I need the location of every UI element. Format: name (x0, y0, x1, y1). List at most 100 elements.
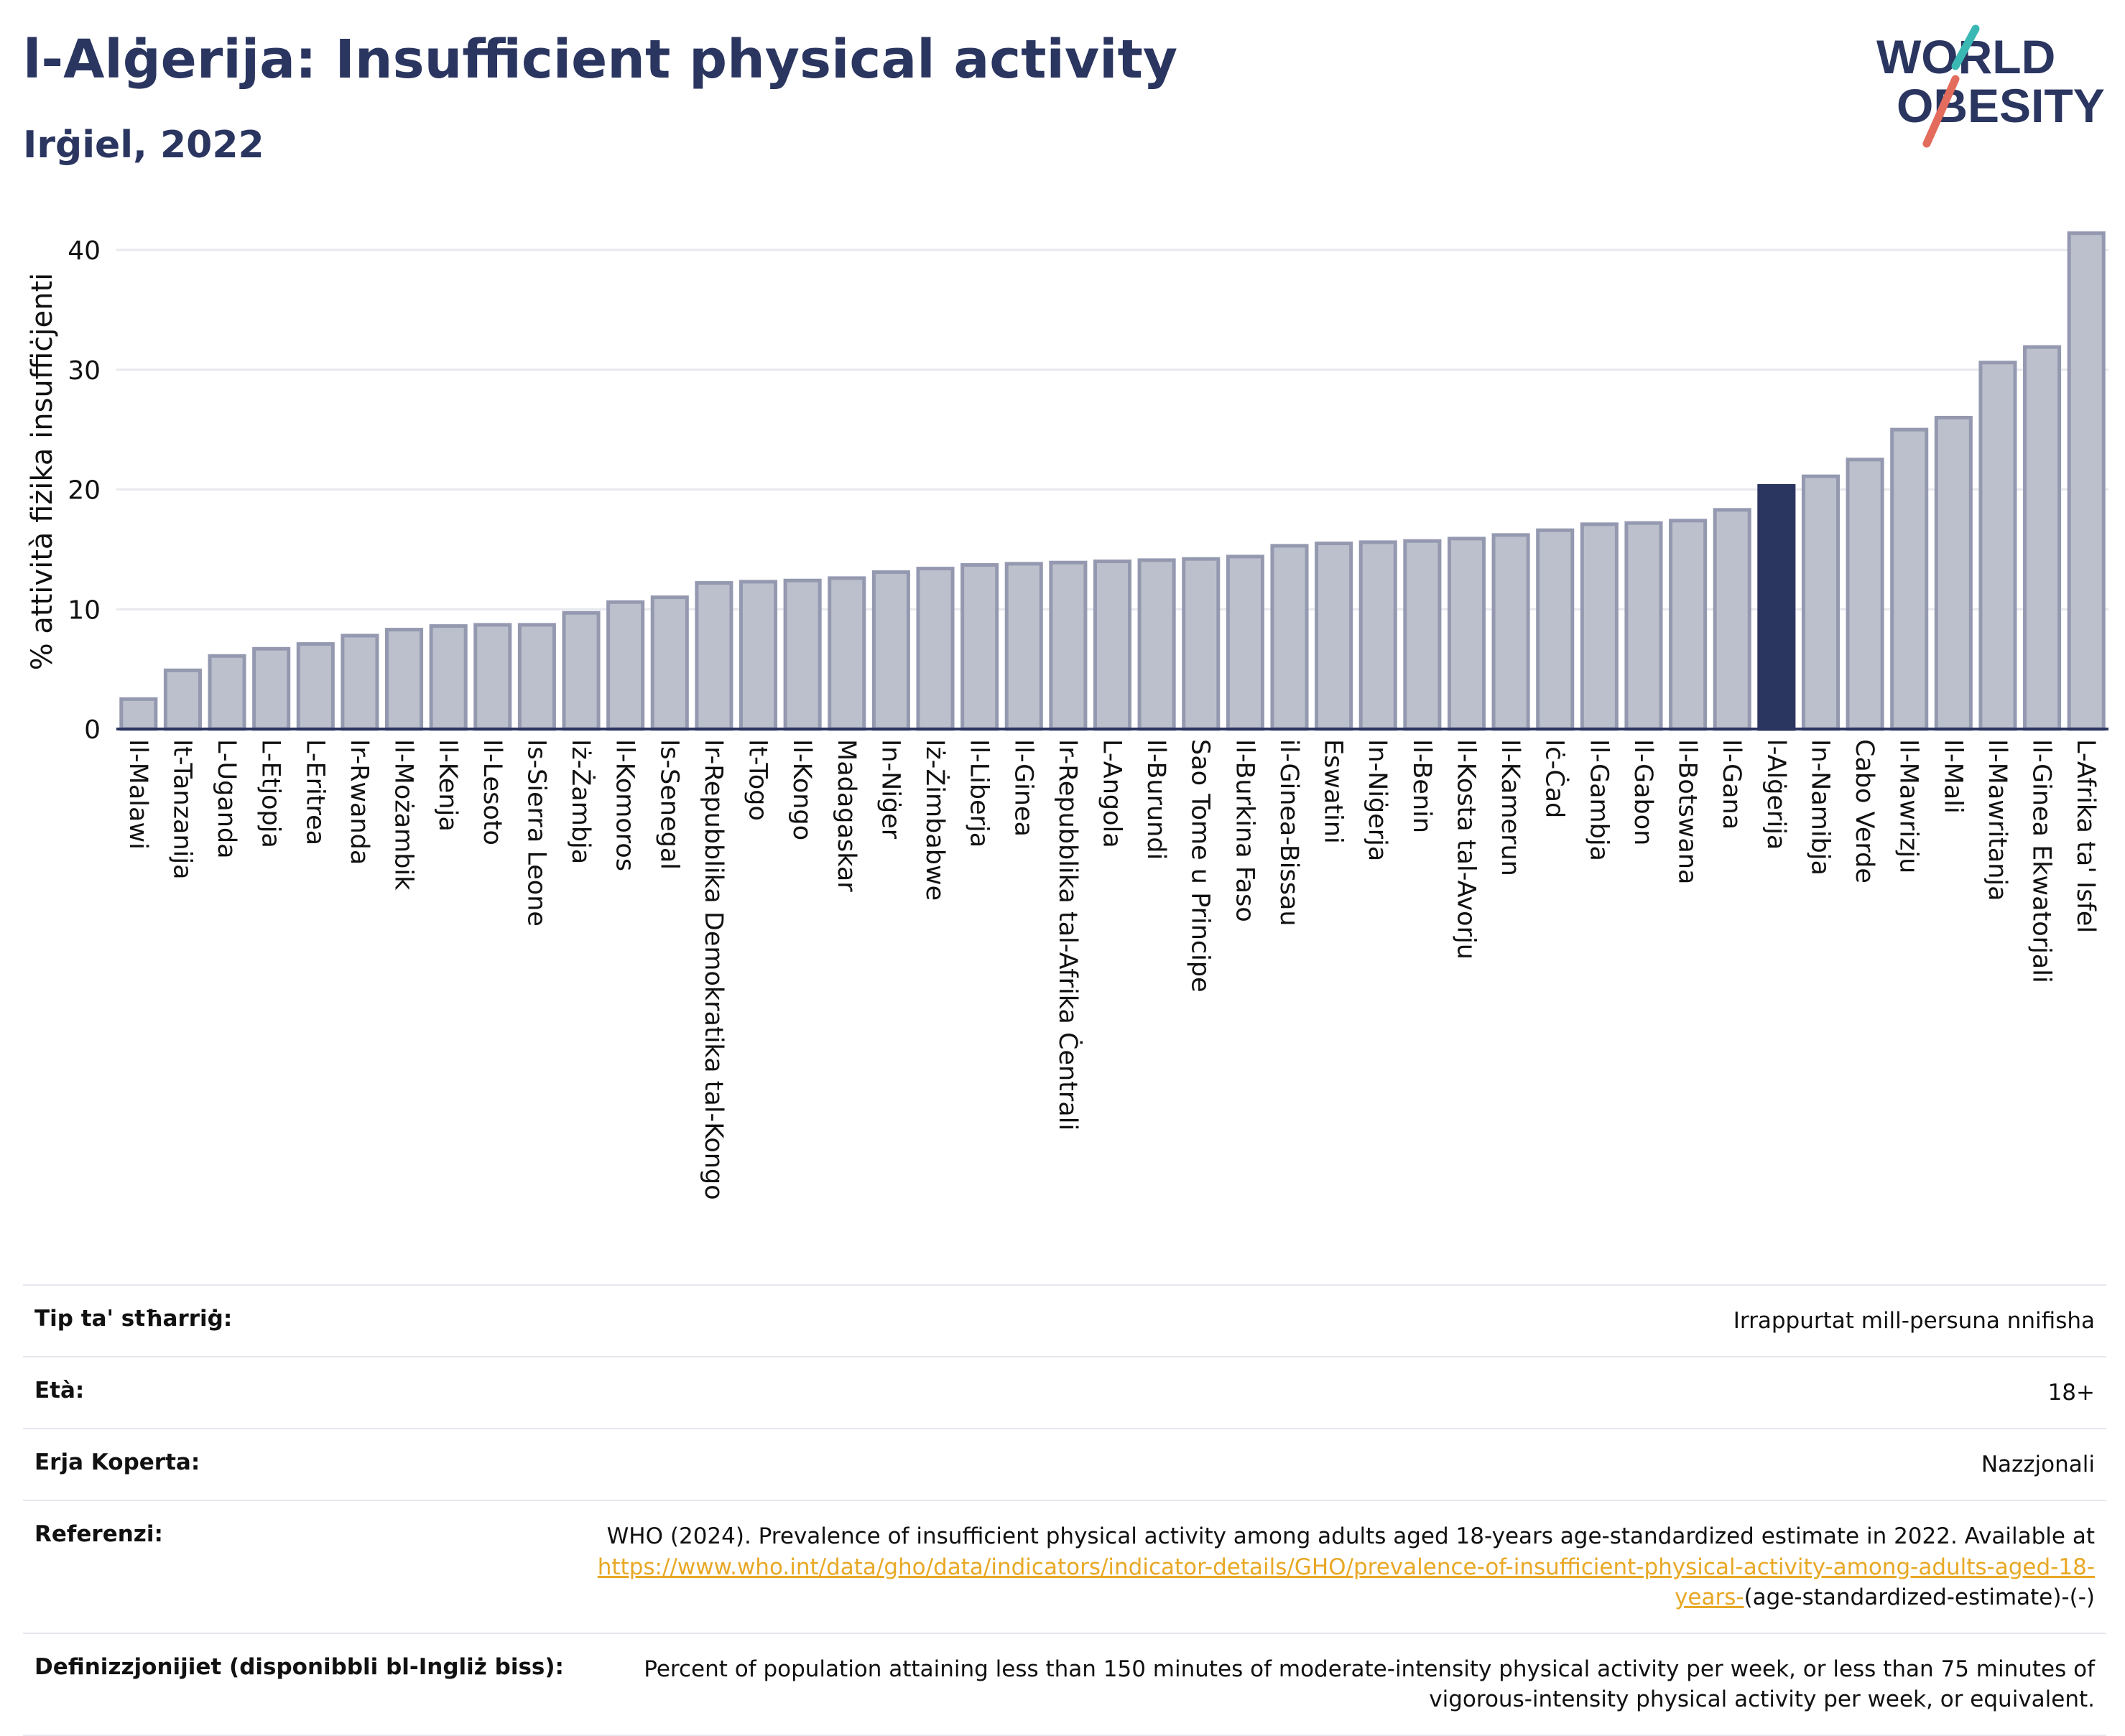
x-tick-label: Il-Ginea (1009, 739, 1037, 837)
y-tick-label: 0 (84, 715, 101, 745)
x-tick-label: L-Uganda (212, 739, 241, 859)
x-tick-label: Il-Ginea Ekwatorjali (2027, 739, 2056, 983)
definition-label: Definizzjonijiet (disponibbli bl-Ingliż … (34, 1653, 564, 1680)
x-tick-label: Il-Botswana (1673, 739, 1702, 885)
bar (1226, 554, 1264, 731)
info-row-measure: Tip ta' stħarriġ: Irrappurtat mill-persu… (23, 1284, 2106, 1356)
bar (606, 600, 645, 731)
area-label: Erja Koperta: (34, 1449, 200, 1476)
bar (1978, 361, 2017, 731)
bar (429, 624, 468, 731)
x-tick-label: Il-Malawi (124, 739, 152, 850)
x-tick-label: L-Eritrea (300, 739, 329, 845)
x-tick-label: Il-Kongo (787, 739, 816, 840)
x-tick-label: Il-Gana (1717, 739, 1746, 830)
bar (1491, 533, 1530, 731)
reference-link[interactable]: https://www.who.int/data/gho/data/indica… (597, 1554, 2095, 1610)
bar (208, 654, 246, 731)
y-tick-label: 20 (68, 476, 101, 506)
bar (1182, 557, 1221, 731)
x-tick-label: Ir-Rwanda (345, 739, 374, 865)
x-tick-label: L-Afrika ta' Isfel (2071, 739, 2100, 933)
bar (650, 595, 689, 731)
x-tick-label: l-Alġerija (1761, 739, 1790, 850)
bar (739, 580, 778, 731)
bar (1049, 560, 1088, 731)
x-tick-label: Sao Tome u Principe (1186, 739, 1215, 993)
chart-subtitle: Irġiel, 2022 (23, 124, 264, 167)
y-tick-label: 30 (68, 356, 101, 386)
bar (341, 633, 379, 731)
logo-slash-coral (1922, 75, 1960, 148)
x-tick-label: Il-Gabon (1629, 739, 1657, 845)
reference-text: WHO (2024). Prevalence of insufficient p… (606, 1523, 2095, 1550)
bar (1846, 458, 1884, 731)
bar (1801, 474, 1840, 731)
reference-tail: (age-standardized-estimate)-(-) (1744, 1584, 2095, 1610)
definition-value: Percent of population attaining less tha… (644, 1656, 2095, 1713)
x-tick-label: Eswatini (1319, 739, 1348, 844)
x-tick-label: Ir-Repubblika Demokratika tal-Kongo (699, 739, 728, 1200)
x-tick-label: Il-Mawritanja (1983, 739, 2011, 901)
measure-label: Tip ta' stħarriġ: (34, 1306, 233, 1332)
bar (871, 570, 910, 731)
bar (1536, 528, 1575, 731)
bar (1580, 522, 1619, 731)
bar (1270, 544, 1309, 731)
info-table: Tip ta' stħarriġ: Irrappurtat mill-persu… (23, 1284, 2106, 1736)
info-row-definition: Definizzjonijiet (disponibbli bl-Ingliż … (23, 1632, 2106, 1736)
x-tick-label: Il-Benin (1407, 739, 1436, 833)
x-tick-label: Madagaskar (832, 739, 861, 892)
bar (1137, 558, 1176, 731)
x-tick-label: Iċ-Ċad (1540, 739, 1570, 818)
x-tick-label: Il-Komoros (611, 739, 639, 871)
bars (119, 231, 2106, 731)
bar (1403, 539, 1442, 731)
bar (695, 581, 733, 731)
x-tick-label: Is-Senegal (654, 739, 683, 870)
info-row-area: Erja Koperta: Nazzjonali (23, 1428, 2106, 1500)
measure-value: Irrappurtat mill-persuna nnifisha (1733, 1308, 2095, 1334)
x-tick-label: In-Namibja (1805, 739, 1834, 876)
x-tick-label: Il-Kosta tal-Avorju (1451, 739, 1480, 960)
x-tick-label: Is-Sierra Leone (522, 739, 550, 927)
x-tick-label: It-Togo (744, 739, 772, 821)
axes: 0 10 20 30 40 Il-Malawi It-Tanzanija L-Uganda L-… (68, 236, 2108, 1200)
bar-highlighted (1757, 484, 1796, 731)
x-tick-label: Il-Kamerun (1496, 739, 1524, 876)
info-row-age: Età: 18+ (23, 1356, 2106, 1428)
bar (517, 623, 556, 731)
x-tick-label: Il-Mali (1938, 739, 1967, 814)
x-tick-label: Iż-Żimbabwe (920, 739, 950, 901)
x-tick-label: Ir-Repubblika tal-Afrika Ċentrali (1053, 739, 1083, 1131)
x-tick-label: Iż-Żambja (566, 739, 596, 864)
logo-slash-teal (1951, 24, 1980, 70)
x-tick-label: Il-Możambik (389, 739, 418, 891)
x-tick-label: Cabo Verde (1850, 739, 1879, 883)
world-obesity-logo: WORLD OBESITY (1876, 24, 2105, 148)
bar (2023, 345, 2062, 731)
x-tick-label: Il-Mawrizju (1894, 739, 1923, 873)
bar (1669, 519, 1708, 731)
bar (1624, 521, 1663, 731)
reference-value: WHO (2024). Prevalence of insufficient p… (572, 1521, 2095, 1612)
age-label: Età: (34, 1378, 85, 1404)
reference-label: Referenzi: (34, 1521, 163, 1548)
x-tick-label: L-Etjopja (256, 739, 285, 848)
bar (1358, 540, 1397, 731)
x-tick-label: Il-Lesoto (478, 739, 506, 845)
bar (119, 697, 158, 731)
area-value: Nazzjonali (1981, 1452, 2095, 1478)
bar (960, 563, 999, 731)
bar (783, 578, 822, 731)
x-tick-label: It-Tanzanija (167, 739, 196, 880)
y-tick-label: 10 (68, 595, 101, 625)
x-tick-label: Il-Gambja (1584, 739, 1613, 861)
info-row-reference: Referenzi: WHO (2024). Prevalence of ins… (23, 1500, 2106, 1632)
age-value: 18+ (2047, 1380, 2095, 1406)
bar (1890, 427, 1929, 731)
bar (562, 611, 601, 731)
bar (1315, 542, 1353, 731)
bar (385, 628, 424, 731)
x-tick-label: Il-Liberja (965, 739, 994, 848)
